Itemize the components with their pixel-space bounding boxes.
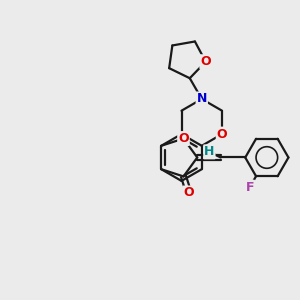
Text: O: O bbox=[217, 128, 227, 141]
Text: F: F bbox=[245, 181, 254, 194]
Text: H: H bbox=[204, 146, 214, 158]
Text: O: O bbox=[200, 55, 211, 68]
Text: O: O bbox=[178, 132, 189, 145]
Text: O: O bbox=[184, 187, 194, 200]
Text: N: N bbox=[196, 92, 207, 106]
